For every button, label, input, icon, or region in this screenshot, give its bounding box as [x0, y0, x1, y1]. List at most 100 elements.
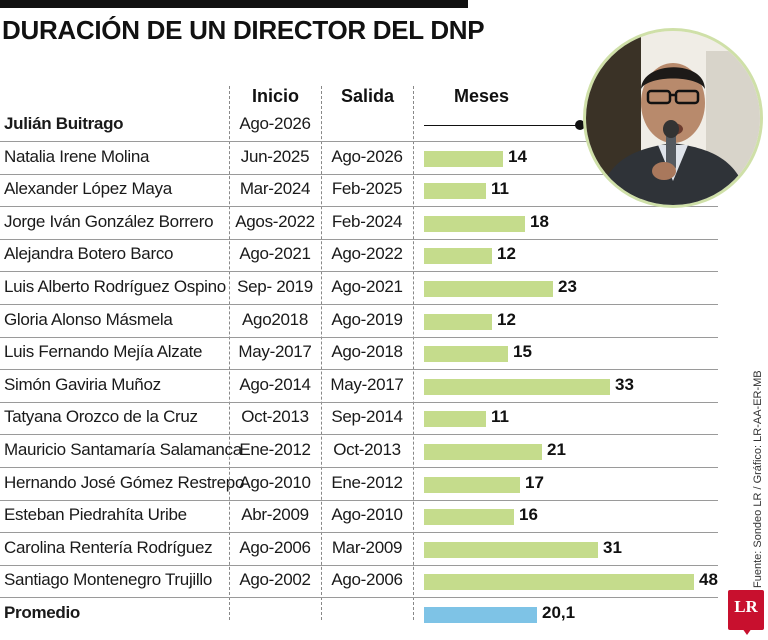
- director-photo: [583, 28, 763, 208]
- row-inicio: Ago2018: [242, 309, 308, 329]
- row-inicio: Ago-2014: [239, 374, 311, 394]
- divider-inicio: [229, 86, 230, 620]
- header-meses: Meses: [454, 86, 510, 106]
- bar: [424, 411, 486, 428]
- bar-value-label: 11: [491, 407, 509, 427]
- row-name: Simón Gaviria Muñoz: [4, 374, 161, 394]
- row-inicio: May-2017: [238, 342, 312, 362]
- row-inicio: Mar-2024: [239, 179, 311, 199]
- top-rule: [0, 0, 468, 8]
- pointer-line: [424, 125, 580, 126]
- row-name: Hernando José Gómez Restrepo: [4, 472, 245, 492]
- bar-value-label: 21: [547, 440, 566, 459]
- row-inicio: Ene-2012: [239, 440, 311, 459]
- row-inicio: Sep- 2019: [237, 277, 313, 296]
- bar-value-label: 14: [508, 146, 527, 166]
- bar: [424, 378, 610, 395]
- bar: [424, 281, 553, 297]
- row-salida: Ago-2019: [331, 309, 403, 329]
- table-row: Hernando José Gómez Restrepo Ago-2010 Ene-…: [0, 469, 718, 501]
- bar: [424, 541, 598, 558]
- table-row-promedio: Promedio 20,1: [0, 599, 718, 631]
- bar-value-label: 17: [525, 472, 544, 492]
- bar-value-label: 31: [603, 537, 622, 557]
- person-portrait-icon: [586, 31, 760, 205]
- table-row: Luis Fernando Mejía Alzate May-2017 Ago-20…: [0, 338, 718, 371]
- row-salida: Ago-2022: [331, 244, 403, 264]
- row-name: Promedio: [4, 603, 81, 622]
- bar: [424, 248, 492, 265]
- row-salida: Ago-2010: [331, 505, 403, 525]
- bar-value-label: 12: [497, 244, 516, 264]
- row-name: Mauricio Santamaría Salamanca: [4, 440, 242, 459]
- table-row: Esteban Piedrahíta Uribe Abr-2009 Ago-2010…: [0, 501, 718, 534]
- row-inicio: Ago-2002: [239, 570, 311, 590]
- row-name: Alejandra Botero Barco: [4, 244, 174, 264]
- table-row: Luis Alberto Rodríguez Ospino Sep- 2019 Ag…: [0, 273, 718, 305]
- row-inicio: Oct-2013: [241, 407, 309, 427]
- row-name: Luis Fernando Mejía Alzate: [4, 342, 203, 362]
- bar: [424, 346, 508, 363]
- row-salida: Ago-2018: [331, 342, 403, 362]
- bar-value-label: 20,1: [542, 603, 576, 622]
- row-salida: Ago-2021: [331, 277, 403, 296]
- row-name: Julián Buitrago: [4, 114, 124, 133]
- bar-value-label: 33: [615, 374, 634, 394]
- row-inicio: Ago-2010: [239, 472, 311, 492]
- row-inicio: Jun-2025: [240, 146, 310, 166]
- row-salida: Mar-2009: [331, 537, 403, 557]
- row-inicio: Agos-2022: [235, 211, 315, 231]
- bar: [424, 313, 492, 330]
- row-salida: May-2017: [330, 374, 404, 394]
- bar-value-label: 23: [558, 277, 577, 296]
- row-name: Gloria Alonso Másmela: [4, 309, 173, 329]
- table-row: Gloria Alonso Másmela Ago2018 Ago-2019 12: [0, 306, 718, 338]
- pointer-dot: [575, 120, 585, 130]
- table-row: Santiago Montenegro Trujillo Ago-2002 Ago-…: [0, 566, 718, 599]
- table-row: Julián Buitrago Ago-2026: [0, 110, 718, 142]
- row-salida: Ago-2026: [331, 146, 403, 166]
- row-salida: Feb-2025: [331, 179, 403, 199]
- table-row: Alejandra Botero Barco Ago-2021 Ago-2022 12: [0, 240, 718, 273]
- row-name: Luis Alberto Rodríguez Ospino: [4, 277, 226, 296]
- bar-promedio: [424, 607, 537, 623]
- row-name: Alexander López Maya: [4, 179, 172, 199]
- bar: [424, 215, 525, 232]
- source-note: Fuente: Sondeo LR / Gráfico: LR-AA-ER-MB: [752, 370, 764, 588]
- row-inicio: Abr-2009: [241, 505, 309, 525]
- row-inicio: Ago-2026: [239, 114, 311, 133]
- header-salida: Salida: [341, 86, 395, 106]
- row-name: Jorge Iván González Borrero: [4, 211, 214, 231]
- row-name: Carolina Rentería Rodríguez: [4, 537, 213, 557]
- table-row: Simón Gaviria Muñoz Ago-2014 May-2017 33: [0, 371, 718, 403]
- row-name: Santiago Montenegro Trujillo: [4, 570, 213, 590]
- row-name: Esteban Piedrahíta Uribe: [4, 505, 187, 525]
- bar-value-label: 11: [491, 179, 509, 199]
- bar-value-label: 12: [497, 309, 516, 329]
- lr-logo-notch: [742, 628, 752, 635]
- header-inicio: Inicio: [252, 86, 300, 106]
- row-salida: Feb-2024: [331, 211, 403, 231]
- bar-value-label: 15: [513, 342, 532, 362]
- bar-value-label: 16: [519, 505, 538, 525]
- bar: [424, 476, 520, 493]
- bar: [424, 509, 514, 526]
- row-salida: Sep-2014: [331, 407, 403, 427]
- bar: [424, 183, 486, 200]
- table-row: Carolina Rentería Rodríguez Ago-2006 Mar-2…: [0, 534, 718, 566]
- chart-title: DURACIÓN DE UN DIRECTOR DEL DNP: [2, 15, 485, 45]
- bar-value-label: 48: [699, 570, 718, 590]
- table-row: Natalia Irene Molina Jun-2025 Ago-2026 14: [0, 143, 718, 175]
- table-row: Tatyana Orozco de la Cruz Oct-2013 Sep-201…: [0, 403, 718, 436]
- row-salida: Oct-2013: [333, 440, 401, 459]
- row-name: Tatyana Orozco de la Cruz: [4, 407, 198, 427]
- bar-value-label: 18: [530, 211, 549, 231]
- bar: [424, 444, 542, 460]
- row-name: Natalia Irene Molina: [4, 146, 150, 166]
- bar: [424, 150, 503, 167]
- row-salida: Ene-2012: [331, 472, 403, 492]
- row-inicio: Ago-2021: [239, 244, 311, 264]
- row-inicio: Ago-2006: [239, 537, 311, 557]
- lr-logo: LR: [728, 590, 764, 630]
- divider-meses: [413, 86, 414, 620]
